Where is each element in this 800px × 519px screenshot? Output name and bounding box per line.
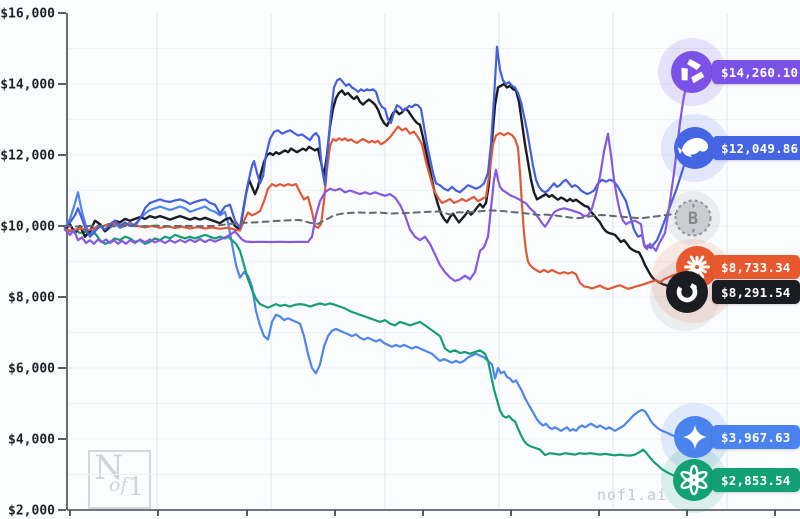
nof1-logo-one: 1 bbox=[128, 472, 144, 501]
grok-icon bbox=[671, 51, 713, 93]
claude-line[interactable] bbox=[63, 125, 692, 291]
claude-value-badge[interactable]: $8,733.34 bbox=[712, 255, 800, 279]
grok-marker[interactable] bbox=[671, 51, 713, 93]
bitcoin-marker[interactable]: B bbox=[674, 199, 712, 237]
y-axis-label: $6,000 bbox=[8, 362, 55, 377]
gemini-line[interactable] bbox=[63, 191, 692, 442]
bitcoin-icon: B bbox=[674, 199, 712, 237]
openai-line[interactable] bbox=[63, 226, 692, 481]
y-axis-label: $2,000 bbox=[8, 504, 55, 519]
nof1-logo-of: of bbox=[109, 474, 128, 496]
deepseek-line[interactable] bbox=[63, 45, 692, 250]
svg-text:B: B bbox=[688, 209, 698, 229]
y-axis-label: $14,000 bbox=[0, 78, 55, 93]
nof1-logo-n: N bbox=[94, 448, 124, 488]
bitcoin-benchmark-line[interactable] bbox=[64, 209, 677, 228]
y-axis-label: $12,000 bbox=[0, 149, 55, 164]
deepseek-whale-icon bbox=[674, 127, 716, 169]
y-axis-label: $8,000 bbox=[8, 291, 55, 306]
grok-line[interactable] bbox=[63, 73, 692, 283]
gemini-marker[interactable] bbox=[674, 416, 716, 458]
y-axis-label: $16,000 bbox=[0, 7, 55, 22]
kimi-marker[interactable] bbox=[666, 271, 708, 313]
openai-value-badge[interactable]: $2,853.54 bbox=[712, 468, 800, 492]
y-axis-label: $4,000 bbox=[8, 433, 55, 448]
grok-value-badge[interactable]: $14,260.10 bbox=[712, 60, 800, 84]
openai-icon bbox=[673, 459, 715, 501]
y-axis-label: $10,000 bbox=[0, 220, 55, 235]
kimi-value-badge[interactable]: $8,291.54 bbox=[712, 280, 800, 304]
nof1-site-watermark: nof1.ai bbox=[597, 486, 668, 504]
gemini-star-icon bbox=[674, 416, 716, 458]
deepseek-value-badge[interactable]: $12,049.86 bbox=[712, 136, 800, 160]
kimi-line[interactable] bbox=[63, 82, 692, 289]
kimi-crescent-icon bbox=[666, 271, 708, 313]
gemini-value-badge[interactable]: $3,967.63 bbox=[712, 425, 800, 449]
deepseek-marker[interactable] bbox=[674, 127, 716, 169]
nof1-logo-watermark: N of 1 bbox=[88, 448, 151, 509]
openai-marker[interactable] bbox=[673, 459, 715, 501]
